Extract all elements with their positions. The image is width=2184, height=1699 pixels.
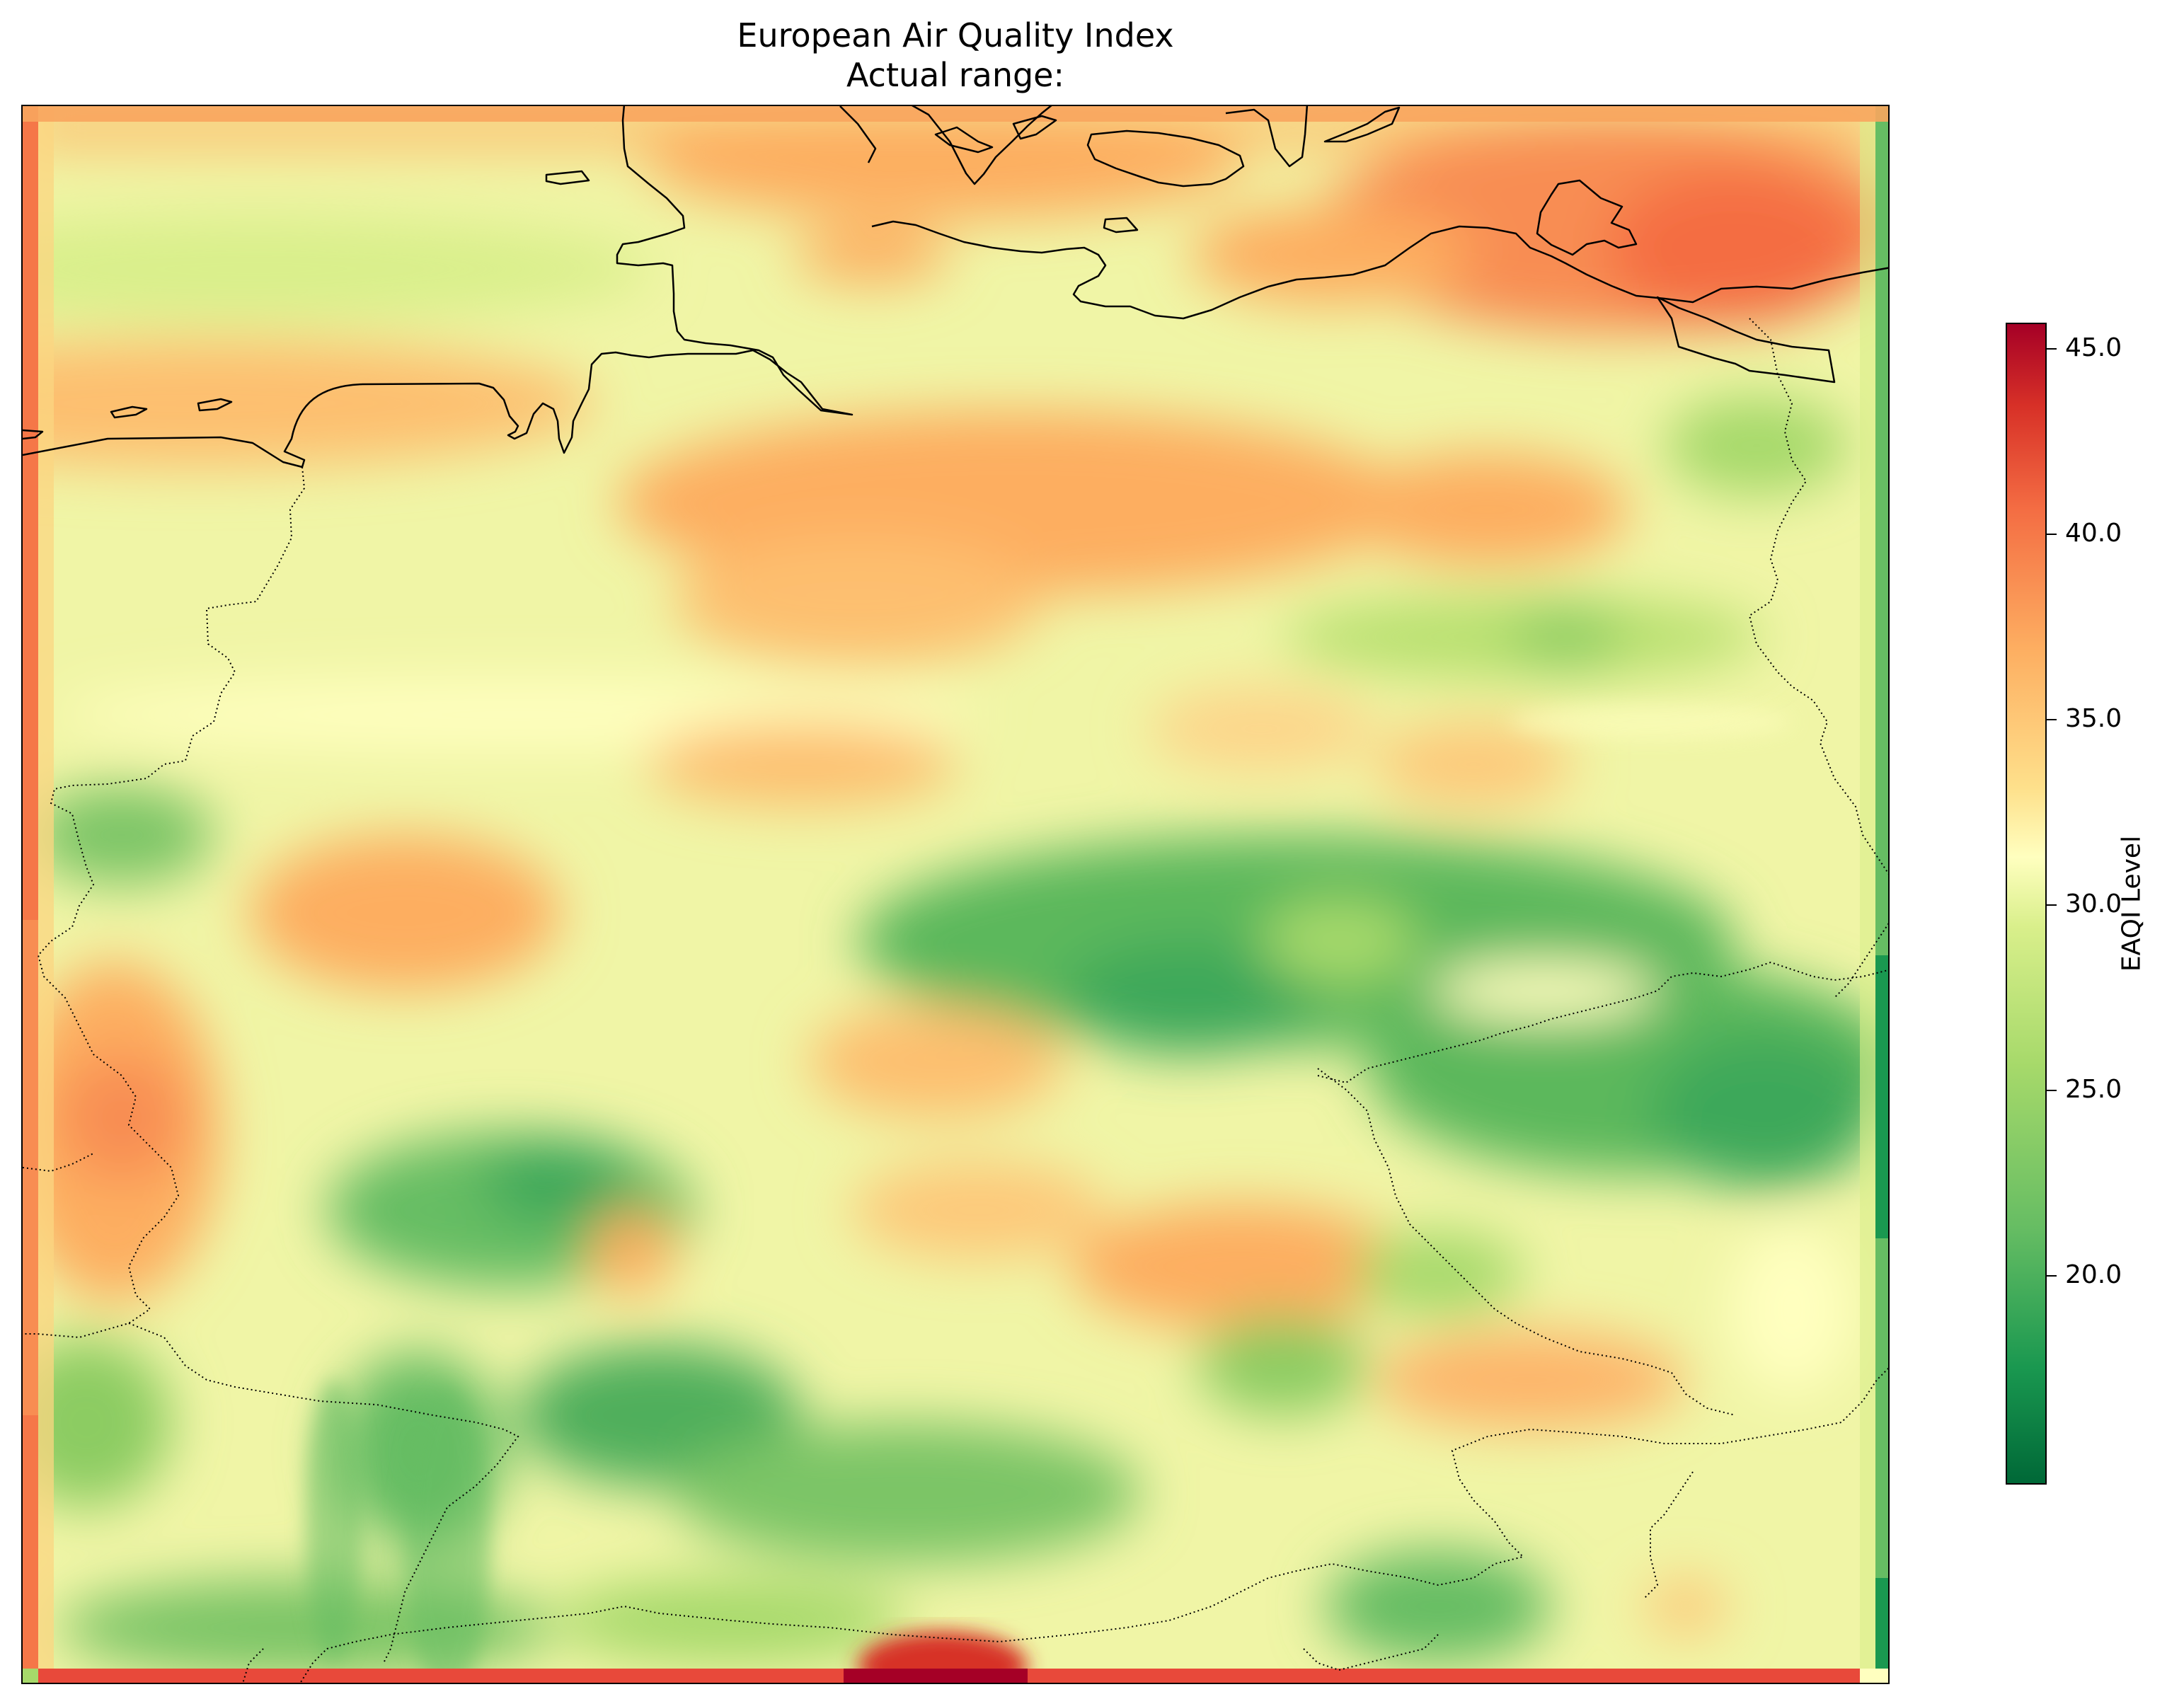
chart-title: European Air Quality Index [737,16,1174,54]
island-oland [1323,106,1401,143]
island-small-1 [1103,217,1139,234]
coast-curonian-spit [1656,296,1836,384]
colorbar-tick [2047,348,2057,350]
island-small-3 [934,126,994,154]
coast-south-sweden [1225,106,1309,168]
border-czech-southwest [1317,1068,1736,1416]
eaqi-map [23,106,1888,1683]
coast-baltic [871,220,1888,320]
island-gotland [1536,179,1638,256]
map-panel [21,105,1890,1684]
edge-row-top [23,106,1888,122]
edge-column-left [23,106,38,1683]
colorbar-tick [2047,719,2057,720]
colorbar-tick-label: 35.0 [2065,704,2122,733]
coast-fyn [839,106,877,163]
island-small-2 [545,170,590,185]
island-small-4 [1012,115,1057,140]
border-poland [1748,318,1888,875]
colorbar-tick [2047,1275,2057,1277]
colorbar-tick-label: 40.0 [2065,519,2122,548]
colorbar-tick-label: 25.0 [2065,1075,2122,1104]
island-bornholm [1086,129,1245,188]
colorbar-tick-label: 45.0 [2065,333,2122,362]
edge-column-right [1875,106,1888,1683]
island-frisian-1 [110,405,148,419]
colorbar [2006,323,2047,1485]
island-frisian-2 [197,398,233,412]
coastlines [23,106,1888,468]
chart-subtitle: Actual range: [846,56,1064,94]
colorbar-tick-label: 30.0 [2065,889,2122,918]
colorbar-tick [2047,534,2057,535]
island-frisian-3 [23,429,44,440]
colorbar-label: EAQI Level [2117,835,2146,972]
heatmap-ridges [306,704,1792,1683]
coast-denmark-germany [23,106,854,468]
colorbar-tick [2047,1090,2057,1091]
colorbar-tick [2047,904,2057,906]
border-poland-south [1834,923,1888,998]
border-austria-east [1643,1471,1694,1600]
colorbar-tick-label: 20.0 [2065,1260,2122,1289]
country-borders [23,318,1888,1683]
